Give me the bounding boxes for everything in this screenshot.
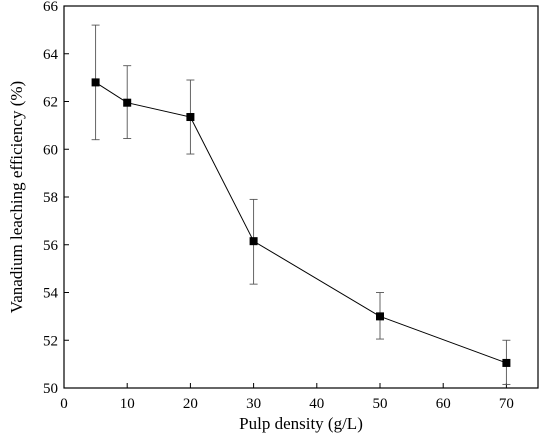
y-tick-label: 52 <box>43 333 58 349</box>
y-axis-label: Vanadium leaching efficiency (%) <box>7 81 26 313</box>
y-tick-label: 54 <box>43 286 59 302</box>
x-axis-label: Pulp density (g/L) <box>239 414 363 433</box>
x-axis: 0 10 20 30 40 50 60 70 <box>60 383 514 412</box>
x-tick-label: 30 <box>246 396 261 412</box>
y-axis: 50 52 54 56 58 60 62 64 66 <box>43 0 69 397</box>
y-tick-label: 50 <box>43 381 58 397</box>
x-tick-label: 40 <box>309 396 324 412</box>
data-point <box>376 312 384 321</box>
y-tick-label: 58 <box>43 190 58 206</box>
data-point <box>123 98 132 107</box>
x-tick-label: 50 <box>373 396 388 412</box>
y-tick-label: 64 <box>43 47 59 63</box>
data-point <box>502 358 511 367</box>
data-point <box>91 78 100 87</box>
y-tick-label: 56 <box>43 238 59 254</box>
x-tick-label: 70 <box>499 396 514 412</box>
x-tick-label: 10 <box>120 396 135 412</box>
data-point <box>249 237 258 246</box>
series-line <box>95 81 507 364</box>
series-line-group <box>95 81 507 364</box>
data-markers <box>91 78 511 367</box>
x-tick-label: 0 <box>60 396 68 412</box>
error-bars <box>91 24 511 385</box>
x-tick-label: 60 <box>436 396 451 412</box>
plot-frame <box>63 5 539 389</box>
y-tick-label: 62 <box>43 95 58 111</box>
y-tick-label: 66 <box>43 0 59 15</box>
x-tick-label: 20 <box>183 396 198 412</box>
data-point <box>186 113 195 122</box>
y-tick-label: 60 <box>43 142 58 158</box>
